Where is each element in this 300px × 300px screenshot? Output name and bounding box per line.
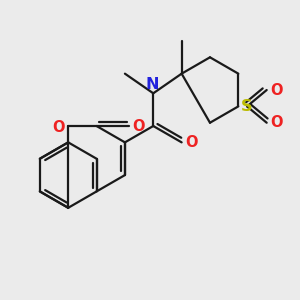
Text: O: O [270,115,283,130]
Text: O: O [133,118,145,134]
Text: N: N [146,77,159,92]
Text: S: S [241,99,252,114]
Text: O: O [270,82,283,98]
Text: O: O [52,120,65,135]
Text: O: O [185,135,197,150]
